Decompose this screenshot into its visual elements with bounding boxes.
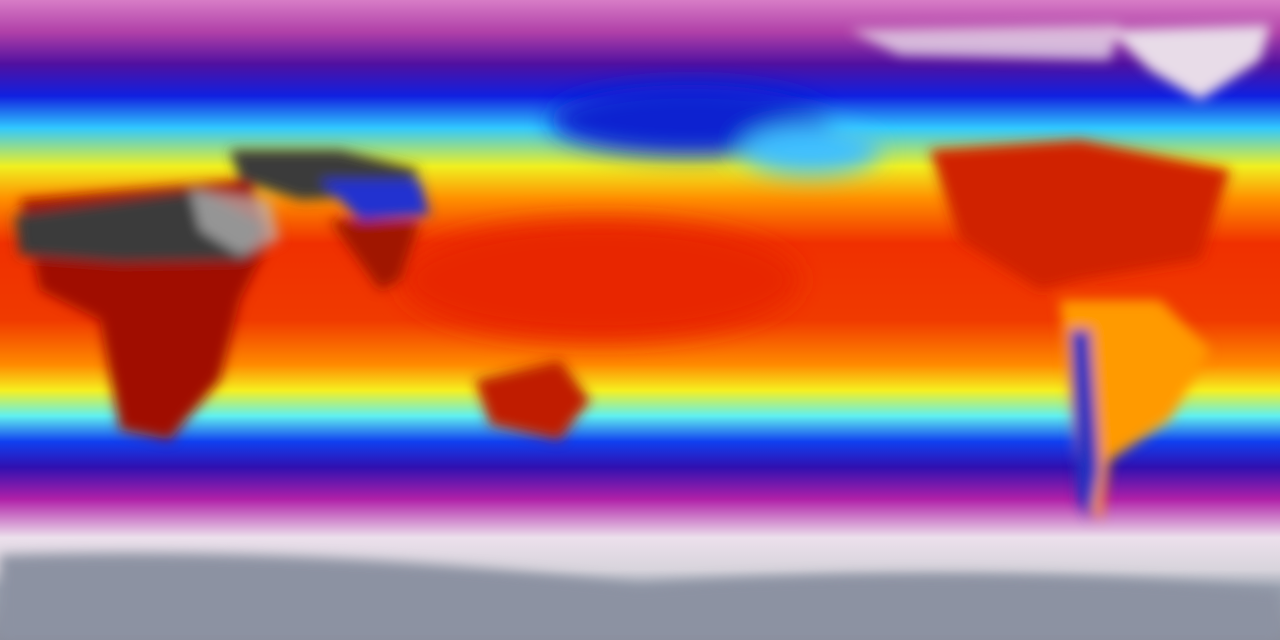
north-america-land [930, 140, 1230, 290]
warm-pool [400, 220, 800, 340]
andes-cold [1070, 330, 1100, 520]
india-land [330, 220, 420, 290]
arabia-desert [190, 190, 280, 255]
arctic-ice [850, 25, 1120, 60]
antarctica-ice [0, 553, 1280, 640]
tibetan-plateau [320, 180, 430, 220]
australia-land [475, 360, 590, 440]
north-pacific-cyan [740, 125, 880, 175]
greenland-ice [1110, 25, 1270, 100]
